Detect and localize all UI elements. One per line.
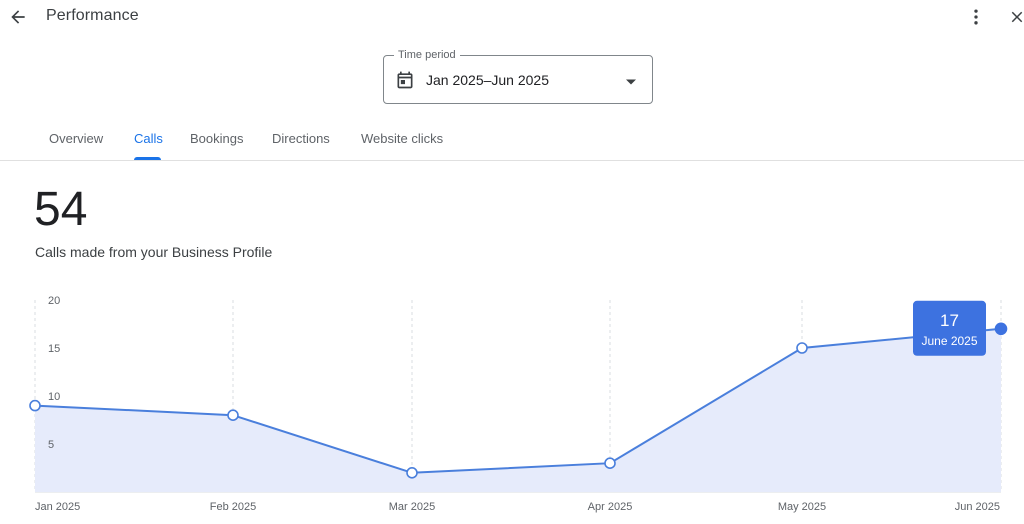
top-bar: Performance (0, 0, 1024, 34)
y-tick-label: 5 (48, 439, 54, 451)
x-axis-labels: Jan 2025 Feb 2025 Mar 2025 Apr 2025 May 2025… (35, 501, 1000, 513)
data-point[interactable] (227, 409, 239, 421)
tab-directions[interactable]: Directions (272, 131, 330, 146)
y-tick-label: 15 (48, 343, 60, 355)
chart-line (34, 327, 1002, 474)
tab-calls[interactable]: Calls (134, 131, 163, 146)
tab-website-clicks[interactable]: Website clicks (361, 131, 444, 146)
page-title: Performance (46, 7, 139, 24)
tab-overview[interactable]: Overview (49, 131, 104, 146)
more-vert-icon[interactable] (962, 3, 990, 31)
selected-data-point[interactable] (994, 322, 1008, 336)
metric-label: Calls made from your Business Profile (35, 244, 273, 260)
data-point[interactable] (796, 342, 808, 354)
arrow-drop-down-icon (625, 75, 637, 93)
x-tick-label: Apr 2025 (588, 501, 633, 513)
x-tick-label: Jan 2025 (35, 501, 80, 513)
tooltip-value: 17 (940, 311, 959, 330)
metric-value: 54 (34, 183, 88, 236)
time-period-select[interactable]: Time period Jan 2025–Jun 2025 (383, 49, 653, 104)
chart-points (29, 322, 1008, 479)
data-point[interactable] (406, 467, 418, 479)
time-period-label: Time period (394, 49, 460, 61)
y-axis-labels: 20 15 10 5 (48, 295, 60, 451)
tab-bookings[interactable]: Bookings (190, 131, 244, 146)
chart-tooltip: 17 June 2025 (913, 300, 986, 356)
tooltip-date: June 2025 (921, 334, 977, 348)
data-point[interactable] (29, 399, 41, 412)
data-point[interactable] (604, 457, 616, 469)
x-tick-label: Jun 2025 (955, 501, 1000, 513)
x-tick-label: Feb 2025 (210, 501, 256, 513)
calendar-icon (395, 70, 415, 95)
y-tick-label: 20 (48, 295, 60, 307)
tooltip-box (913, 300, 986, 356)
y-tick-label: 10 (48, 391, 60, 403)
chart-area (35, 328, 1001, 492)
arrow-back-icon[interactable] (4, 3, 32, 31)
close-icon[interactable] (1003, 3, 1024, 31)
tab-bar: Overview Calls Bookings Directions Websi… (0, 121, 1024, 161)
x-tick-label: Mar 2025 (389, 501, 435, 513)
x-tick-label: May 2025 (778, 501, 826, 513)
active-tab-indicator (134, 157, 161, 160)
calls-chart: 20 15 10 5 Jan 2025 Feb 2025 Mar 2025 Apr 2025… (29, 295, 1008, 513)
time-period-value: Jan 2025–Jun 2025 (426, 72, 549, 88)
